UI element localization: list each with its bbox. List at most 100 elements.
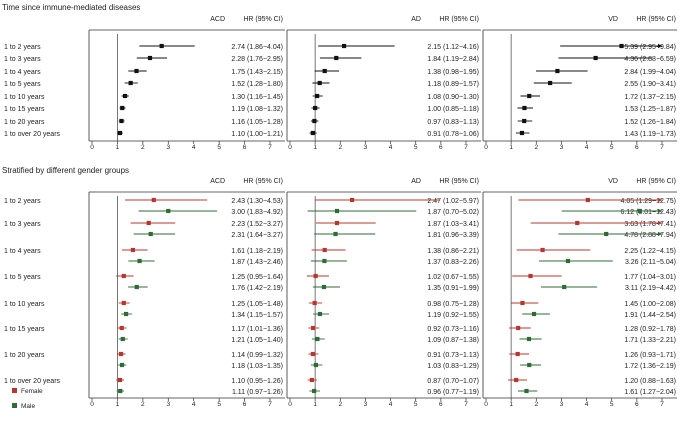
hr-label-0-0-1: 2.28 (1.76−2.95): [231, 56, 283, 63]
female-point-1-0-0-hr-point: [151, 197, 156, 203]
point-0-2-0-ci-arrow: [658, 43, 662, 49]
male-point-1-0-4-hr-point: [123, 311, 129, 317]
tick-label-1-1-2: 2: [338, 401, 342, 408]
col-header-outcome-0-2: VD: [608, 16, 618, 23]
tick-label-1-2-3: 3: [560, 401, 564, 408]
female-point-1-1-3-hr-point: [313, 273, 318, 279]
row-label-1-7: 1 to over 20 years: [4, 378, 61, 385]
point-0-0-1-hr-point: [147, 55, 153, 61]
male-hr-label-1-0-7: 1.11 (0.97−1.26): [232, 389, 283, 396]
female-hr-label-1-1-1: 1.87 (1.03−3.41): [427, 221, 479, 228]
text-labels: Time since immune-mediated diseases 1 to …: [2, 3, 676, 410]
hr-label-0-0-0: 2.74 (1.86−4.04): [231, 44, 283, 51]
tick-label-1-2-2: 2: [534, 401, 538, 408]
male-point-1-0-0-hr-point: [166, 208, 171, 214]
hr-label-0-2-5: 1.53 (1.25−1.87): [624, 106, 676, 113]
tick-label-0-0-2: 2: [141, 144, 145, 151]
male-point-1-2-5-hr-point: [526, 336, 532, 342]
tick-label-0-0-6: 6: [243, 144, 247, 151]
col-header-stat-1-0: HR (95% CI): [243, 178, 283, 185]
legend-label-female: Female: [21, 388, 43, 395]
male-hr-label-1-1-1: 1.81 (0.96−3.39): [427, 232, 479, 239]
hr-label-0-2-7: 1.43 (1.19−1.73): [624, 131, 676, 138]
col-header-outcome-1-0: ACD: [210, 178, 225, 185]
female-point-1-2-1-ci-arrow: [658, 220, 662, 226]
male-hr-label-1-0-1: 2.31 (1.64−3.27): [231, 232, 283, 239]
female-point-1-2-2-hr-point: [540, 247, 545, 253]
legend-swatch-male: [12, 403, 17, 408]
row-label-1-0: 1 to 2 years: [4, 198, 41, 205]
female-hr-label-1-2-7: 1.20 (0.88−1.63): [624, 378, 676, 385]
tick-label-0-0-1: 1: [116, 144, 120, 151]
hr-label-0-1-4: 1.08 (0.90−1.30): [427, 94, 479, 101]
male-hr-label-1-1-7: 0.96 (0.77−1.19): [427, 389, 479, 396]
hr-label-0-2-0: 5.39 (2.95−9.84): [624, 44, 676, 51]
tick-label-0-0-0: 0: [90, 144, 94, 151]
male-point-1-2-3-hr-point: [562, 284, 567, 290]
tick-label-1-0-7: 7: [268, 401, 272, 408]
tick-label-1-1-5: 5: [414, 401, 418, 408]
tick-label-1-1-0: 0: [288, 401, 292, 408]
tick-label-0-2-5: 5: [610, 144, 614, 151]
female-point-1-1-5-hr-point: [311, 325, 316, 331]
tick-label-1-2-5: 5: [610, 401, 614, 408]
male-hr-label-1-1-3: 1.35 (0.91−1.99): [427, 285, 479, 292]
hr-label-0-1-7: 0.91 (0.78−1.06): [427, 131, 479, 138]
male-hr-label-1-0-2: 1.87 (1.43−2.46): [231, 259, 283, 266]
female-point-1-1-4-hr-point: [312, 300, 317, 306]
male-point-1-1-3-hr-point: [321, 284, 327, 290]
tick-label-0-1-0: 0: [288, 144, 292, 151]
female-hr-label-1-1-0: 2.47 (1.02−5.97): [427, 198, 479, 205]
tick-label-0-1-7: 7: [464, 144, 468, 151]
point-0-0-3-hr-point: [128, 80, 133, 86]
male-hr-label-1-1-5: 1.09 (0.87−1.38): [427, 337, 479, 344]
male-point-1-2-2-hr-point: [565, 258, 571, 264]
row-label-0-1: 1 to 3 years: [4, 56, 41, 63]
point-0-1-6-hr-point: [312, 118, 317, 124]
col-header-outcome-1-1: AD: [411, 178, 421, 185]
tick-label-1-2-0: 0: [484, 401, 488, 408]
male-point-1-1-7-hr-point: [312, 388, 317, 394]
tick-label-0-2-4: 4: [585, 144, 589, 151]
tick-label-1-0-3: 3: [166, 401, 170, 408]
female-point-1-2-6-hr-point: [515, 351, 520, 357]
tick-label-1-1-3: 3: [364, 401, 368, 408]
section-title-0: Time since immune-mediated diseases: [2, 3, 140, 12]
tick-label-1-1-6: 6: [439, 401, 443, 408]
point-0-2-7-hr-point: [519, 130, 525, 136]
male-point-1-1-6-hr-point: [313, 362, 318, 368]
point-0-1-5-hr-point: [313, 105, 318, 111]
col-header-stat-0-0: HR (95% CI): [243, 16, 283, 23]
hr-label-0-0-6: 1.16 (1.05−1.28): [231, 119, 283, 126]
tick-label-1-0-1: 1: [116, 401, 120, 408]
point-0-2-5-hr-point: [522, 105, 527, 111]
female-hr-label-1-2-1: 3.63 (1.78−7.41): [624, 221, 676, 228]
tick-label-1-1-1: 1: [313, 401, 317, 408]
male-hr-label-1-2-7: 1.61 (1.27−2.04): [624, 389, 676, 396]
hr-label-0-0-2: 1.75 (1.43−2.15): [231, 69, 283, 76]
female-hr-label-1-1-2: 1.38 (0.86−2.21): [427, 248, 479, 255]
male-hr-label-1-2-6: 1.72 (1.36−2.19): [624, 363, 676, 370]
female-point-1-0-7-hr-point: [117, 377, 123, 383]
col-header-stat-1-2: HR (95% CI): [636, 178, 676, 185]
male-point-1-2-0-hr-point: [637, 208, 642, 214]
tick-label-0-2-1: 1: [509, 144, 513, 151]
female-point-1-0-3-hr-point: [121, 273, 126, 279]
male-hr-label-1-2-3: 3.11 (2.19−4.42): [625, 285, 676, 292]
male-hr-label-1-2-0: 6.12 (3.01−12.43): [621, 209, 676, 216]
hr-label-0-1-3: 1.18 (0.89−1.57): [427, 81, 479, 88]
male-point-1-1-2-hr-point: [322, 258, 327, 264]
tick-label-1-0-0: 0: [90, 401, 94, 408]
col-header-outcome-1-2: VD: [608, 178, 618, 185]
point-0-1-7-hr-point: [310, 130, 315, 136]
col-header-stat-0-1: HR (95% CI): [439, 16, 479, 23]
hr-label-0-1-5: 1.00 (0.85−1.18): [427, 106, 479, 113]
male-point-1-1-5-hr-point: [315, 336, 320, 342]
male-point-1-2-1-hr-point: [604, 231, 609, 237]
female-point-1-2-5-hr-point: [516, 325, 521, 331]
female-hr-label-1-0-6: 1.14 (0.99−1.32): [231, 352, 283, 359]
tick-label-0-2-0: 0: [484, 144, 488, 151]
hr-label-0-2-6: 1.52 (1.26−1.84): [624, 119, 676, 126]
tick-label-0-2-2: 2: [534, 144, 538, 151]
row-label-0-0: 1 to 2 years: [4, 44, 41, 51]
